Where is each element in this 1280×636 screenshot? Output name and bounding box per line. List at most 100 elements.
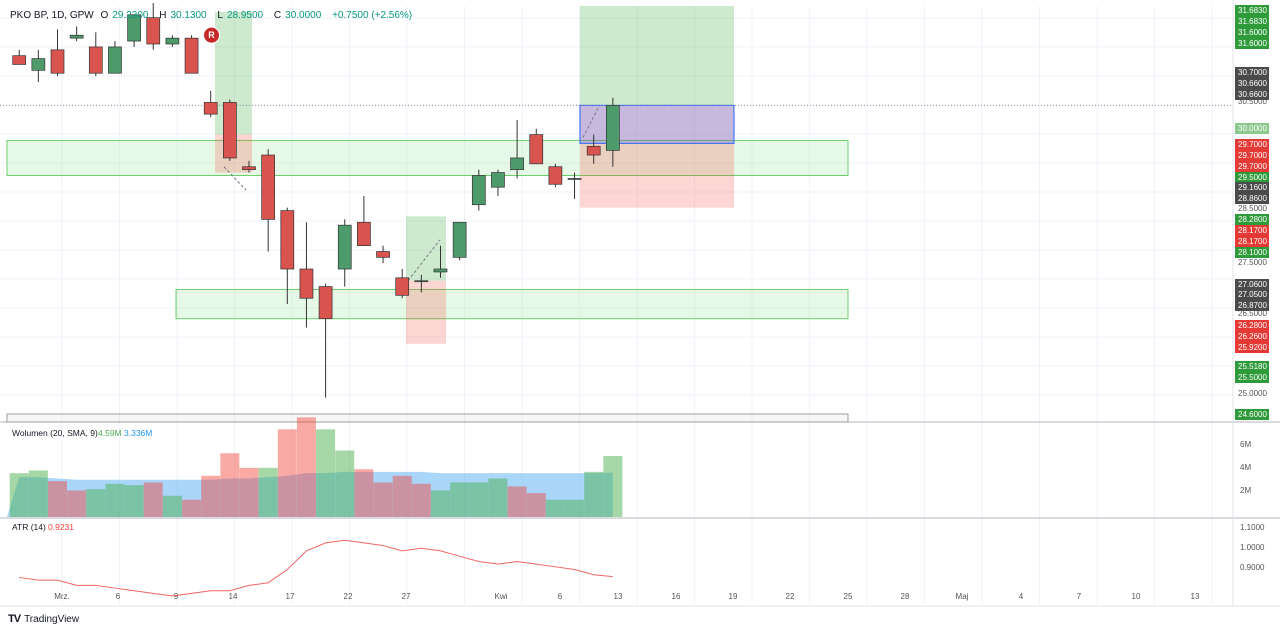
candle-body [567, 178, 582, 180]
time-axis-label: Kwi [495, 592, 508, 601]
atr-title: ATR (14) [12, 522, 46, 532]
volume-bar [431, 490, 450, 517]
price-tag-label: 28.8600 [1238, 194, 1267, 203]
candle-body [50, 49, 65, 74]
price-tag-label: 29.7000 [1238, 140, 1267, 149]
price-tag-label: 29.5000 [1238, 173, 1267, 182]
ohlc-close: C 30.0000 [274, 10, 325, 21]
time-axis-label: 22 [344, 592, 353, 601]
volume-bar [316, 429, 336, 517]
ohlc-open: O 29.2300 [101, 10, 153, 21]
volume-bar [392, 475, 412, 517]
time-axis-label: 16 [672, 592, 681, 601]
low-value: 28.9500 [226, 10, 264, 21]
volume-bar [277, 429, 297, 517]
price-tag-label: 25.5180 [1238, 362, 1267, 371]
candle-body [165, 37, 180, 45]
candle-body [548, 166, 563, 185]
price-tag [1235, 5, 1269, 16]
candle-body [127, 14, 141, 42]
high-value: 30.1300 [170, 10, 207, 21]
price-tag [1235, 409, 1269, 420]
price-tag [1235, 78, 1269, 89]
symbol-title[interactable]: PKO BP, 1D, GPW [10, 10, 94, 21]
time-axis-label: 10 [1132, 592, 1141, 601]
price-axis-tick: 27.5000 [1238, 258, 1267, 267]
candle-body [223, 102, 237, 159]
volume-bar [201, 475, 221, 517]
candle-body [203, 102, 218, 115]
volume-bar [450, 482, 470, 517]
time-axis-label: 6 [558, 592, 563, 601]
projection-line [582, 108, 599, 138]
price-tag [1235, 300, 1269, 311]
volume-bar [48, 481, 67, 517]
candle-body [69, 34, 84, 39]
volume-bar [86, 489, 106, 517]
volume-title: Wolumen (20, SMA, 9) [12, 428, 98, 438]
tradingview-logo[interactable]: TV TradingView [8, 613, 79, 625]
candle-body [261, 154, 275, 220]
price-tag-label: 27.0600 [1238, 280, 1267, 289]
event-marker [203, 26, 221, 44]
atr-axis-tick: 1.1000 [1240, 523, 1265, 532]
tradingview-brand-text: TradingView [24, 613, 80, 625]
price-axis-tick: 28.5000 [1238, 204, 1267, 213]
price-tag [1235, 161, 1269, 172]
volume-sma-value: 3.336M [124, 428, 152, 438]
time-axis-label: 27 [402, 592, 411, 601]
support-zone-rect [175, 288, 849, 320]
volume-bar [584, 471, 604, 517]
price-tag-label: 31.6000 [1238, 28, 1267, 37]
price-tag [1235, 16, 1269, 27]
volume-bar [105, 483, 125, 517]
high-label: H [159, 10, 167, 21]
open-value: 29.2300 [112, 10, 149, 21]
candle-body [510, 157, 524, 171]
price-tag [1235, 289, 1269, 300]
position-entry-box [579, 104, 735, 144]
volume-bar [67, 490, 87, 517]
volume-bar [258, 467, 278, 517]
volume-bar [507, 486, 527, 517]
time-axis-label: 14 [229, 592, 238, 601]
candle-body [108, 46, 122, 74]
price-tag [1235, 150, 1269, 161]
volume-bar [354, 469, 374, 517]
atr-value: 0.9231 [48, 522, 74, 532]
time-axis-label: 28 [901, 592, 910, 601]
price-tag-label: 28.1700 [1238, 226, 1267, 235]
time-axis-label: 22 [786, 592, 795, 601]
volume-bar [143, 482, 163, 517]
projection-line [407, 239, 441, 282]
change-value: +0.7500 (+2.56%) [332, 10, 413, 21]
time-axis-label: 25 [844, 592, 853, 601]
price-tag-label: 31.6830 [1238, 6, 1267, 15]
atr-axis-tick: 1.0000 [1240, 543, 1265, 552]
volume-bar [373, 482, 393, 517]
candle-body [471, 175, 486, 206]
time-axis-label: Maj [956, 592, 969, 601]
price-tag [1235, 342, 1269, 353]
volume-bar [220, 453, 240, 517]
event-marker-label: R [208, 30, 215, 40]
volume-bar [239, 467, 259, 517]
time-axis-label: 4 [1019, 592, 1024, 601]
volume-bar [9, 473, 29, 517]
candle-body [452, 221, 467, 258]
volume-value: 4.59M [98, 428, 122, 438]
projection-line [223, 166, 247, 191]
candle-body [242, 166, 256, 171]
candle-body [12, 55, 27, 65]
close-label: C [273, 10, 282, 21]
time-axis-label: 6 [116, 592, 121, 601]
price-tag-label: 30.0000 [1238, 124, 1267, 133]
price-tag-label: 28.2800 [1238, 215, 1267, 224]
price-tag [1235, 225, 1269, 236]
price-tag-label: 31.6830 [1238, 17, 1267, 26]
candle-body [376, 251, 390, 258]
volume-bar [28, 470, 48, 517]
candle-body [280, 210, 295, 270]
position-loss-zone [406, 280, 446, 344]
